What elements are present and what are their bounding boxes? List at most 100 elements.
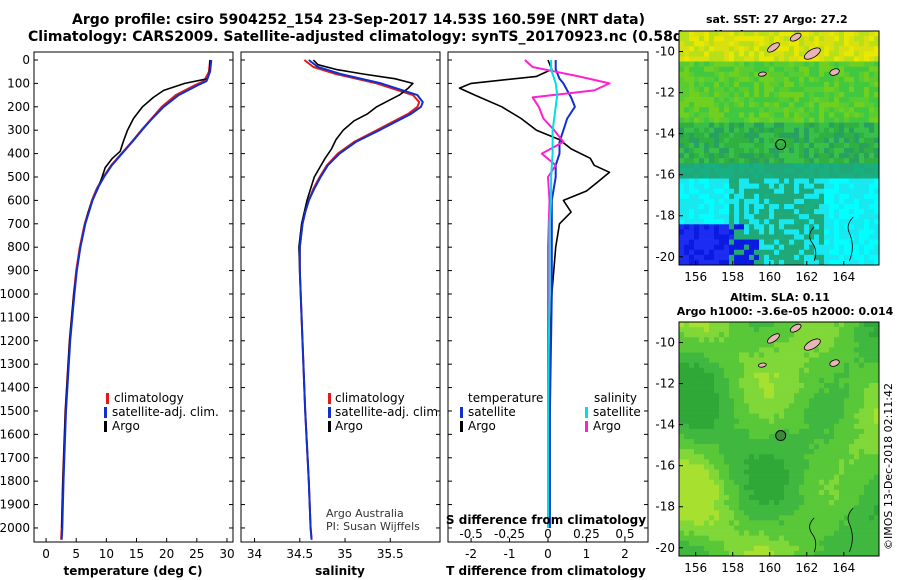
map-cell — [744, 163, 750, 169]
map-cell — [849, 122, 855, 128]
map-cell — [779, 51, 785, 57]
map-cell — [734, 515, 740, 521]
map-cell — [734, 178, 740, 184]
map-cell — [719, 86, 725, 93]
map-cell — [839, 377, 845, 384]
map-cell — [694, 393, 700, 399]
map-cell — [859, 81, 865, 88]
map-cell — [859, 535, 865, 542]
map-cell — [799, 209, 805, 215]
map-cell — [739, 327, 745, 333]
map-cell — [764, 403, 770, 409]
map-cell — [774, 153, 780, 159]
map-cell — [804, 525, 810, 531]
map-cell — [744, 203, 750, 210]
map-cell — [774, 388, 780, 394]
map-cell — [764, 372, 770, 379]
map-cell — [739, 439, 745, 445]
map-cell — [834, 535, 840, 542]
map-cell — [704, 112, 710, 118]
map-cell — [679, 173, 685, 179]
map-cell — [819, 383, 825, 389]
map-cell — [759, 219, 765, 225]
map-cell — [734, 347, 740, 353]
map-cell — [819, 173, 825, 179]
map-cell — [869, 500, 875, 506]
map-cell — [779, 254, 785, 261]
map-cell — [784, 464, 790, 470]
map-cell — [774, 500, 780, 506]
map-cell — [859, 158, 865, 164]
map-cell — [774, 107, 780, 113]
map-cell — [719, 433, 725, 440]
map-cell — [829, 76, 835, 83]
map-cell — [834, 173, 840, 179]
map-cell — [769, 209, 775, 215]
map-cell — [804, 423, 810, 430]
map-cell — [799, 46, 805, 52]
map-cell — [874, 41, 880, 47]
map-cell — [734, 474, 740, 480]
map-cell — [704, 41, 710, 47]
map-cell — [864, 479, 870, 486]
map-cell — [759, 36, 765, 42]
map-cell — [679, 219, 685, 225]
map-cell — [849, 219, 855, 225]
map-cell — [739, 234, 745, 240]
map-cell — [819, 203, 825, 210]
map-cell — [804, 418, 810, 425]
map-cell — [764, 163, 770, 169]
map-cell — [819, 469, 825, 475]
map-cell — [714, 469, 720, 475]
map-cell — [779, 122, 785, 128]
map-cell — [749, 342, 755, 348]
map-cell — [689, 41, 695, 47]
map-cell — [864, 107, 870, 113]
map-cell — [804, 92, 810, 98]
map-cell — [809, 352, 815, 358]
map-cell — [754, 489, 760, 496]
map-cell — [784, 259, 790, 266]
map-cell — [819, 515, 825, 521]
map-cell — [864, 428, 870, 435]
map-cell — [819, 367, 825, 374]
map-cell — [874, 393, 880, 399]
temperature-tick-label: 20 — [159, 547, 174, 561]
map-cell — [854, 86, 860, 93]
map-cell — [734, 97, 740, 103]
map-cell — [724, 393, 730, 399]
map-cell — [844, 403, 850, 409]
map-cell — [719, 97, 725, 103]
map-cell — [789, 357, 795, 363]
map-cell — [689, 148, 695, 154]
map-cell — [739, 372, 745, 379]
map-cell — [814, 535, 820, 542]
map-cell — [794, 117, 800, 123]
map-cell — [719, 423, 725, 430]
map-cell — [774, 219, 780, 225]
map-cell — [859, 515, 865, 521]
map-cell — [814, 515, 820, 521]
map-cell — [804, 81, 810, 88]
map-cell — [784, 418, 790, 425]
map-cell — [784, 51, 790, 57]
map-cell — [734, 102, 740, 108]
map-cell — [744, 545, 750, 552]
map-cell — [794, 423, 800, 430]
map-cell — [834, 158, 840, 164]
map-cell — [809, 214, 815, 220]
map-cell — [794, 229, 800, 235]
map-cell — [874, 36, 880, 42]
map-cell — [709, 515, 715, 521]
map-cell — [859, 500, 865, 506]
map-cell — [754, 239, 760, 245]
map-cell — [679, 127, 685, 134]
map-cell — [729, 464, 735, 470]
map-cell — [714, 322, 720, 328]
map-cell — [784, 362, 790, 369]
map-cell — [824, 454, 830, 460]
map-cell — [759, 112, 765, 118]
map-cell — [874, 71, 880, 78]
map-cell — [774, 239, 780, 245]
map-cell — [739, 259, 745, 266]
